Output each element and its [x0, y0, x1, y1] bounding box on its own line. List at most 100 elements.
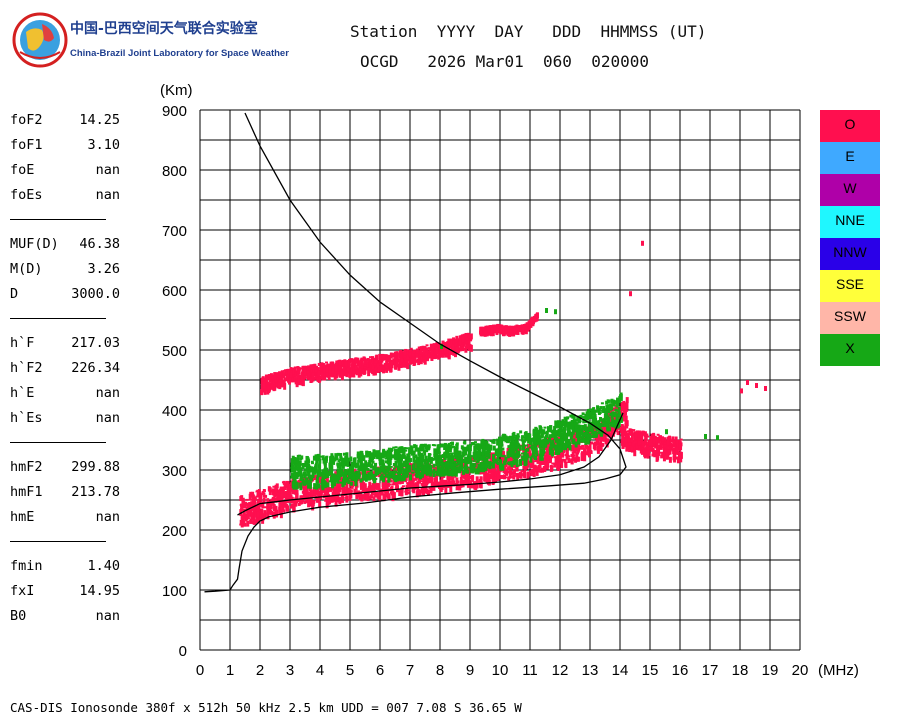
echo-point-x — [510, 442, 514, 449]
echo-point-x — [532, 428, 536, 431]
echo-point-o — [250, 512, 254, 520]
echo-point-o — [452, 337, 456, 343]
echo-point-x — [554, 447, 558, 455]
echo-point-x — [521, 458, 525, 461]
echo-point-o — [361, 369, 365, 375]
echo-point-o — [560, 453, 564, 456]
echo-point-x — [325, 455, 329, 458]
echo-point-x — [395, 449, 399, 453]
echo-point-o — [274, 486, 278, 494]
echo-point-o — [286, 374, 290, 382]
echo-point-o — [621, 408, 625, 412]
echo-point-x — [398, 446, 402, 449]
echo-point-o — [255, 516, 259, 520]
echo-point-x — [373, 450, 377, 456]
echo-point-x — [342, 452, 346, 456]
echo-point-o — [372, 486, 376, 494]
echo-point-x — [454, 455, 458, 459]
echo-point-o — [421, 345, 425, 349]
echo-point-o — [331, 367, 335, 374]
echo-point-o — [297, 366, 301, 374]
echo-point-x — [513, 459, 517, 462]
echo-point-x — [402, 473, 406, 479]
echo-point-o — [298, 374, 302, 381]
echo-point-x — [376, 470, 380, 476]
echo-point-o — [543, 466, 547, 470]
echo-point-o — [375, 354, 379, 361]
echo-point-o — [258, 510, 262, 516]
echo-point-o — [393, 361, 397, 369]
echo-point-x — [426, 467, 430, 474]
echo-point-o — [547, 443, 551, 449]
echo-point-o — [558, 455, 562, 461]
echo-point-x — [336, 468, 340, 473]
echo-point-o — [349, 490, 353, 493]
echo-point-o — [273, 494, 277, 498]
echo-point-o — [354, 357, 358, 363]
echo-point-x — [597, 427, 601, 435]
echo-point-o — [515, 472, 519, 477]
param-value: nan — [95, 410, 120, 426]
echo-point-o — [307, 365, 311, 369]
echo-point-x — [576, 424, 580, 432]
echo-point-x — [476, 467, 480, 475]
echo-point-o — [346, 365, 350, 370]
echo-point-x — [436, 446, 440, 453]
echo-point-o — [273, 372, 277, 380]
param-label: foEs — [10, 187, 43, 203]
echo-point-x — [291, 480, 295, 488]
echo-point-o — [440, 474, 444, 480]
echo-point-x — [601, 409, 605, 413]
echo-point-x — [357, 454, 361, 461]
echo-point-o — [278, 379, 282, 384]
echo-point-o — [630, 445, 634, 452]
echo-point-x — [296, 454, 300, 458]
echo-point-o — [570, 458, 574, 465]
echo-point-o — [645, 433, 649, 437]
echo-point-o — [425, 344, 429, 347]
echo-point-o — [632, 433, 636, 437]
echo-point-x — [521, 436, 525, 439]
echo-point-x — [578, 432, 582, 439]
echo-point-o — [310, 366, 314, 373]
echo-point-x — [549, 442, 553, 446]
echo-point-x — [423, 459, 427, 465]
echo-point-x — [438, 470, 442, 473]
echo-point-x — [542, 429, 546, 434]
echo-point-o — [274, 373, 278, 376]
echo-point-x — [544, 443, 548, 448]
echo-point-x — [347, 474, 351, 478]
echo-point-o — [260, 389, 264, 396]
echo-point-x — [345, 470, 349, 474]
echo-point-o — [350, 363, 354, 370]
echo-point-x — [532, 441, 536, 445]
echo-point-o — [309, 504, 313, 507]
echo-point-x — [465, 469, 469, 474]
echo-point-x — [441, 454, 445, 459]
echo-point-o — [385, 485, 389, 490]
echo-point-x — [432, 471, 436, 478]
echo-point-o — [524, 327, 528, 335]
echo-point-o — [244, 501, 248, 507]
echo-point-o — [292, 374, 296, 378]
echo-point-o — [639, 433, 643, 437]
echo-point-o — [425, 488, 429, 494]
echo-point-o — [424, 484, 428, 492]
echo-point-x — [598, 411, 602, 414]
echo-point-x — [303, 465, 307, 468]
echo-point-x — [562, 443, 566, 451]
echo-point-x — [590, 408, 594, 415]
echo-point-x — [315, 457, 319, 464]
echo-point-x — [512, 460, 516, 466]
echo-point-x — [356, 462, 360, 468]
echo-point-o — [362, 357, 366, 361]
echo-point-o — [274, 379, 278, 383]
echo-point-x — [379, 456, 383, 459]
echo-point-o — [269, 510, 273, 515]
echo-point-x — [593, 413, 597, 417]
echo-point-o — [361, 490, 365, 493]
echo-point-o — [416, 487, 420, 495]
echo-point-o — [494, 463, 498, 469]
echo-point-o — [584, 444, 588, 449]
echo-point-x — [301, 466, 305, 469]
